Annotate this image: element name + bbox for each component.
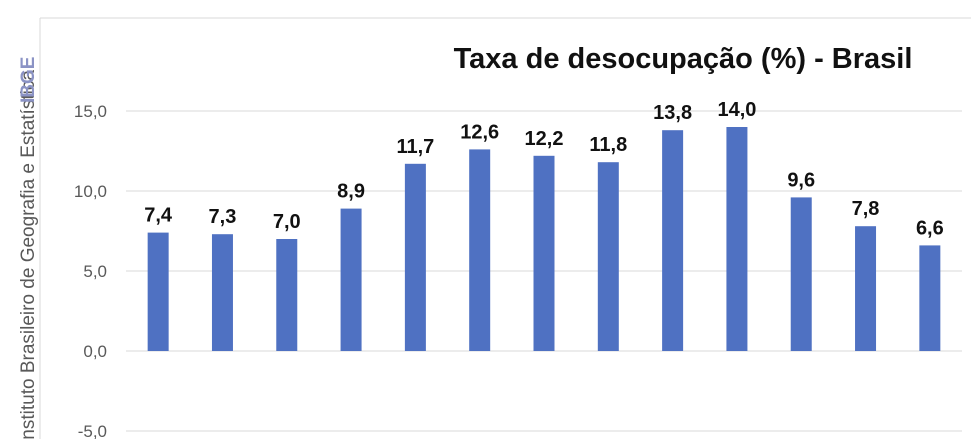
data-label: 7,0 <box>273 211 301 233</box>
bar <box>276 239 298 351</box>
data-label: 13,8 <box>653 102 692 124</box>
data-label: 7,3 <box>209 206 237 228</box>
bar <box>597 162 619 351</box>
y-axis-ticks: 15,0 10,0 5,0 0,0 -5,0 <box>74 102 107 439</box>
y-tick-label: 0,0 <box>83 342 107 361</box>
bar <box>211 234 233 351</box>
chart-title: Taxa de desocupação (%) - Brasil <box>454 43 913 75</box>
bar-series <box>147 127 941 351</box>
data-label: 12,6 <box>460 121 499 143</box>
data-label: 8,9 <box>337 181 365 203</box>
bar <box>404 163 426 351</box>
bar <box>469 149 491 351</box>
data-label: 11,8 <box>589 134 627 156</box>
y-tick-label: 10,0 <box>74 182 107 201</box>
data-label: 14,0 <box>717 99 756 121</box>
bar <box>726 127 748 351</box>
data-label: 12,2 <box>525 128 564 150</box>
bar <box>533 155 555 351</box>
y-tick-label: 15,0 <box>74 102 107 121</box>
side-caption: Instituto Brasileiro de Geografia e Esta… <box>18 57 39 439</box>
data-label: 7,8 <box>852 198 880 220</box>
side-caption-brand: IBGE <box>18 57 39 103</box>
bar <box>662 130 684 351</box>
bar <box>340 208 362 351</box>
data-labels: 7,4 7,3 7,0 8,9 11,7 12,6 12,2 11,8 13,8 14,0 9,6 7… <box>144 99 944 239</box>
bar <box>855 226 877 351</box>
data-label: 11,7 <box>396 136 434 158</box>
y-tick-label: 5,0 <box>83 262 107 281</box>
data-label: 6,6 <box>916 217 944 239</box>
data-label: 9,6 <box>787 169 815 191</box>
data-label: 7,4 <box>144 205 173 227</box>
y-tick-label: -5,0 <box>78 422 107 439</box>
bar <box>790 197 812 351</box>
bar <box>919 245 941 351</box>
side-caption-text: Instituto Brasileiro de Geografia e Esta… <box>18 70 39 439</box>
bar <box>147 232 169 351</box>
